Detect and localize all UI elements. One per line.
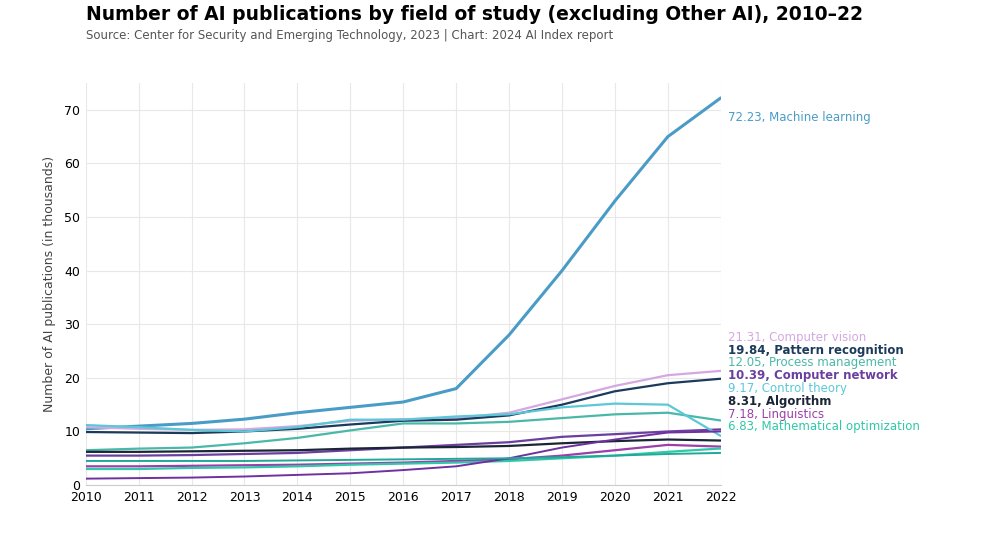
Text: 6.83, Mathematical optimization: 6.83, Mathematical optimization (728, 420, 919, 433)
Text: 10.39, Computer network: 10.39, Computer network (728, 369, 897, 382)
Text: 72.23, Machine learning: 72.23, Machine learning (728, 111, 871, 124)
Text: 9.17, Control theory: 9.17, Control theory (728, 382, 847, 395)
Text: Source: Center for Security and Emerging Technology, 2023 | Chart: 2024 AI Index: Source: Center for Security and Emerging… (86, 29, 613, 42)
Text: Number of AI publications by field of study (excluding Other AI), 2010–22: Number of AI publications by field of st… (86, 5, 863, 24)
Text: 7.18, Linguistics: 7.18, Linguistics (728, 408, 824, 421)
Text: 19.84, Pattern recognition: 19.84, Pattern recognition (728, 344, 903, 356)
Y-axis label: Number of AI publications (in thousands): Number of AI publications (in thousands) (42, 156, 55, 412)
Text: 12.05, Process management: 12.05, Process management (728, 356, 896, 369)
Text: 21.31, Computer vision: 21.31, Computer vision (728, 331, 866, 344)
Text: 8.31, Algorithm: 8.31, Algorithm (728, 396, 831, 408)
